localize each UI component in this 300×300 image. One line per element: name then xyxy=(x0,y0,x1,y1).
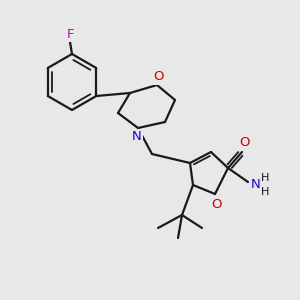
Text: H: H xyxy=(261,173,269,183)
Text: O: O xyxy=(239,136,249,149)
Text: N: N xyxy=(132,130,142,143)
Text: O: O xyxy=(212,197,222,211)
Text: O: O xyxy=(154,70,164,83)
Text: F: F xyxy=(66,28,74,40)
Text: H: H xyxy=(261,187,269,197)
Text: N: N xyxy=(251,178,261,190)
